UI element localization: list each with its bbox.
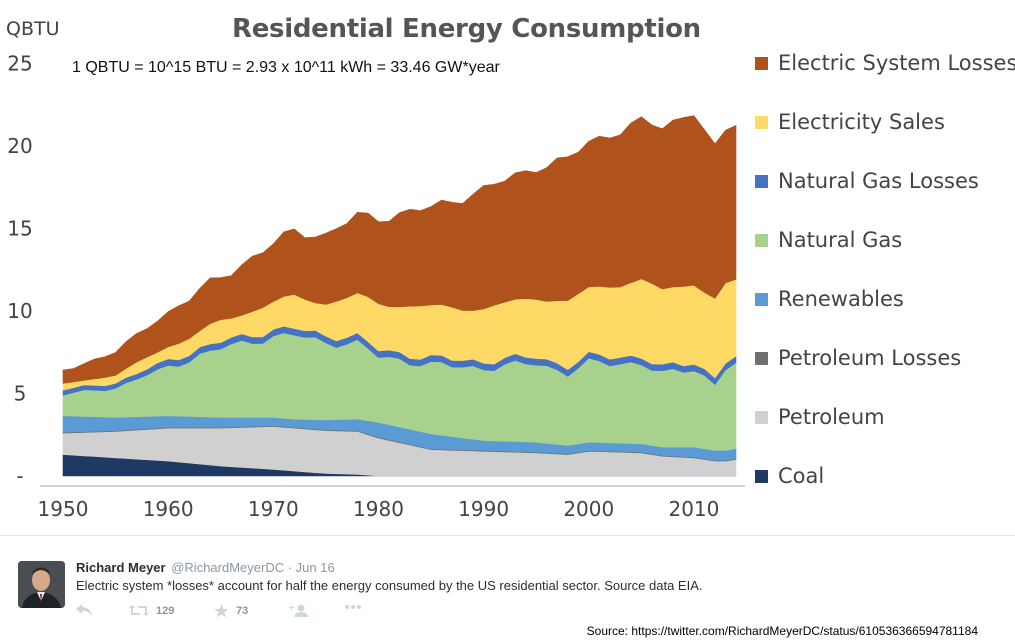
x-tick-label: 1990 <box>458 497 509 521</box>
legend-swatch <box>755 233 768 247</box>
x-tick-label: 1980 <box>353 497 404 521</box>
legend-label: Natural Gas <box>778 228 903 252</box>
tweet-header: Richard Meyer @RichardMeyerDC · Jun 16 <box>76 560 335 575</box>
legend-label: Petroleum Losses <box>778 346 962 370</box>
legend-label: Natural Gas Losses <box>778 169 979 193</box>
retweet-button[interactable]: 129 <box>129 604 174 617</box>
legend-swatch <box>755 351 768 365</box>
legend-item: Renewables <box>755 284 904 314</box>
y-tick-label: 10 <box>7 299 32 323</box>
retweet-count: 129 <box>156 604 175 617</box>
reply-icon <box>76 604 92 616</box>
legend-label: Electric System Losses <box>778 51 1015 75</box>
legend-item: Natural Gas <box>755 225 902 255</box>
y-tick-label: 5 <box>14 382 27 406</box>
favorite-button[interactable]: 73 <box>214 604 248 618</box>
legend-swatch <box>755 292 768 306</box>
legend-item: Electric System Losses <box>755 48 1015 78</box>
favorite-count: 73 <box>236 605 249 617</box>
divider <box>0 535 1015 536</box>
tweet-date[interactable]: · Jun 16 <box>287 560 335 575</box>
y-axis-label: QBTU <box>6 18 60 40</box>
legend-item: Natural Gas Losses <box>755 166 979 196</box>
legend-label: Electricity Sales <box>778 110 945 134</box>
y-tick-label: - <box>16 464 23 488</box>
legend-swatch <box>755 469 768 483</box>
legend-label: Petroleum <box>778 405 885 429</box>
y-tick-label: 15 <box>7 217 32 241</box>
x-tick-label: 1960 <box>143 497 194 521</box>
legend-label: Renewables <box>778 287 904 311</box>
legend-item: Petroleum <box>755 402 885 432</box>
y-tick-label: 25 <box>7 52 32 76</box>
legend-swatch <box>755 56 768 70</box>
more-button[interactable] <box>344 604 362 610</box>
avatar[interactable] <box>18 561 65 608</box>
retweet-icon <box>129 605 149 616</box>
reply-button[interactable] <box>76 604 93 616</box>
unit-annotation: 1 QBTU = 10^15 BTU = 2.93 x 10^11 kWh = … <box>72 59 500 76</box>
legend-swatch <box>755 174 768 188</box>
legend-swatch <box>755 410 768 424</box>
area-electric-system-losses <box>62 115 737 384</box>
y-tick-label: 20 <box>7 134 32 158</box>
chart-title: Residential Energy Consumption <box>232 14 701 44</box>
stacked-area-chart: 1950 1960 1970 1980 1990 2000 2010 - 5 10 15 20 25 <box>7 52 745 521</box>
author-handle[interactable]: @RichardMeyerDC <box>171 560 285 575</box>
x-tick-label: 2010 <box>668 497 719 521</box>
legend-label: Coal <box>778 464 825 488</box>
x-tick-label: 1950 <box>38 497 89 521</box>
legend-item: Coal <box>755 461 824 491</box>
favorite-icon <box>214 604 229 618</box>
chart-area: 1950 1960 1970 1980 1990 2000 2010 - 5 10 15 20 25 R… <box>6 14 1015 521</box>
legend-item: Petroleum Losses <box>755 343 961 373</box>
follow-button[interactable] <box>289 604 309 617</box>
legend-item: Electricity Sales <box>755 107 945 137</box>
author-name[interactable]: Richard Meyer <box>76 560 166 575</box>
source-url[interactable]: Source: https://twitter.com/RichardMeyer… <box>586 624 978 638</box>
more-icon <box>345 605 361 609</box>
legend-swatch <box>755 115 768 129</box>
tweet-card: Richard Meyer @RichardMeyerDC · Jun 16 E… <box>0 536 1015 643</box>
x-tick-label: 2000 <box>563 497 614 521</box>
tweet-text: Electric system *losses* account for hal… <box>76 578 703 593</box>
x-tick-label: 1970 <box>248 497 299 521</box>
follow-icon <box>289 604 308 617</box>
